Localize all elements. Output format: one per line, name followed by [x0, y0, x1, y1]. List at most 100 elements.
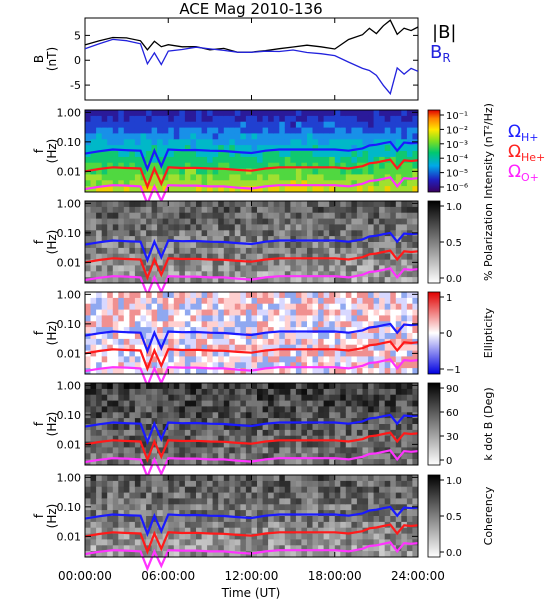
spectrogram-cell: [368, 247, 375, 255]
spectrogram-cell: [406, 145, 413, 152]
spectrogram-cell: [334, 406, 341, 413]
spectrogram-cell: [279, 533, 286, 540]
spectrogram-cell: [362, 492, 369, 499]
spectrogram-cell: [257, 309, 263, 316]
colorbar-tick-label: 10⁻⁵: [446, 169, 468, 180]
spectrogram-cell: [273, 338, 280, 346]
spectrogram-cell: [207, 277, 214, 284]
spectrogram-cell: [179, 441, 186, 448]
spectrogram-cell: [101, 180, 108, 187]
spectrogram-cell: [129, 356, 136, 363]
spectrogram-cell: [179, 174, 186, 181]
spectrogram-cell: [401, 218, 408, 225]
spectrogram-cell: [390, 498, 397, 505]
spectrogram-cell: [218, 253, 225, 261]
spectrogram-cell: [373, 400, 380, 407]
spectrogram-cell: [207, 218, 214, 225]
spectrogram-cell: [379, 133, 386, 140]
spectrogram-cell: [412, 453, 419, 460]
spectrogram-cell: [123, 206, 130, 214]
spectrogram-cell: [201, 162, 208, 170]
spectrogram-cell: [262, 315, 269, 322]
spectrogram-cell: [112, 259, 119, 266]
spectrogram-cell: [201, 168, 208, 175]
spectrogram-cell: [184, 475, 191, 482]
spectrogram-cell: [123, 139, 130, 146]
spectrogram-cell: [146, 406, 153, 413]
spectrogram-cell: [101, 527, 108, 535]
colorbar-tick-label: 1.0: [446, 476, 462, 487]
spectrogram-cell: [96, 242, 103, 249]
spectrogram-cell: [134, 533, 141, 540]
y-axis-label-line2: (nT): [45, 47, 59, 71]
spectrogram-cell: [340, 539, 347, 546]
spectrogram-cell: [384, 453, 391, 460]
spectrogram-cell: [112, 533, 119, 540]
spectrogram-cell: [107, 110, 114, 117]
spectrogram-cell: [112, 253, 119, 261]
spectrogram-cell: [295, 510, 302, 517]
spectrogram-cell: [368, 277, 375, 284]
spectrogram-cell: [390, 230, 397, 237]
spectrogram-cell: [406, 486, 413, 494]
spectrogram-cell: [312, 127, 319, 134]
spectrogram-cell: [373, 406, 380, 413]
spectrogram-cell: [218, 162, 225, 170]
y-tick-label: 0.10: [57, 501, 82, 514]
spectrogram-cell: [373, 504, 380, 511]
spectrogram-cell: [345, 297, 352, 305]
spectrogram-cell: [234, 201, 241, 208]
spectrogram-cell: [301, 521, 308, 529]
spectrogram-cell: [118, 362, 125, 369]
spectrogram-cell: [96, 115, 103, 123]
spectrogram-cell: [118, 368, 125, 375]
spectrogram-cell: [140, 424, 147, 431]
spectrogram-cell: [229, 303, 236, 311]
spectrogram-cell: [318, 459, 325, 466]
spectrogram-cell: [290, 453, 297, 460]
spectrogram-cell: [129, 480, 136, 488]
spectrogram-cell: [134, 180, 141, 187]
spectrogram-cell: [96, 253, 103, 261]
spectrogram-cell: [112, 151, 119, 158]
spectrogram-cell: [279, 309, 286, 316]
spectrogram-cell: [129, 459, 136, 466]
spectrogram-cell: [334, 453, 341, 460]
spectrogram-cell: [290, 236, 297, 243]
spectrogram-cell: [207, 492, 214, 499]
spectrogram-cell: [329, 156, 336, 164]
spectrogram-cell: [356, 333, 363, 340]
spectrogram-cell: [373, 539, 380, 546]
spectrogram-cell: [207, 441, 214, 448]
spectrogram-cell: [134, 127, 141, 134]
spectrogram-cell: [268, 230, 275, 237]
spectrogram-cell: [301, 418, 308, 425]
spectrogram-cell: [379, 459, 386, 466]
spectrogram-cell: [318, 498, 325, 505]
spectrogram-cell: [123, 162, 130, 170]
spectrogram-cell: [390, 435, 397, 443]
spectrogram-cell: [318, 406, 325, 413]
spectrogram-cell: [184, 206, 191, 214]
spectrogram-cell: [412, 545, 419, 552]
spectrogram-cell: [318, 480, 325, 488]
spectrogram-cell: [207, 236, 214, 243]
spectrogram-cell: [223, 206, 230, 214]
spectrogram-cell: [301, 383, 308, 390]
spectrogram-cell: [329, 406, 336, 413]
spectrogram-cell: [257, 356, 263, 363]
spectrogram-cell: [129, 539, 136, 546]
spectrogram-cell: [212, 186, 219, 193]
spectrogram-cell: [334, 271, 341, 278]
spectrogram-cell: [290, 510, 297, 517]
spectrogram-cell: [207, 356, 214, 363]
spectrogram-cell: [162, 383, 169, 390]
spectrogram-cell: [279, 236, 286, 243]
spectrogram-cell: [151, 206, 158, 214]
spectrogram-cell: [334, 459, 341, 466]
spectrogram-cell: [112, 224, 119, 231]
spectrogram-cell: [223, 201, 230, 208]
spectrogram-cell: [368, 242, 375, 249]
spectrogram-cell: [284, 533, 291, 540]
spectrogram-cell: [295, 162, 302, 170]
